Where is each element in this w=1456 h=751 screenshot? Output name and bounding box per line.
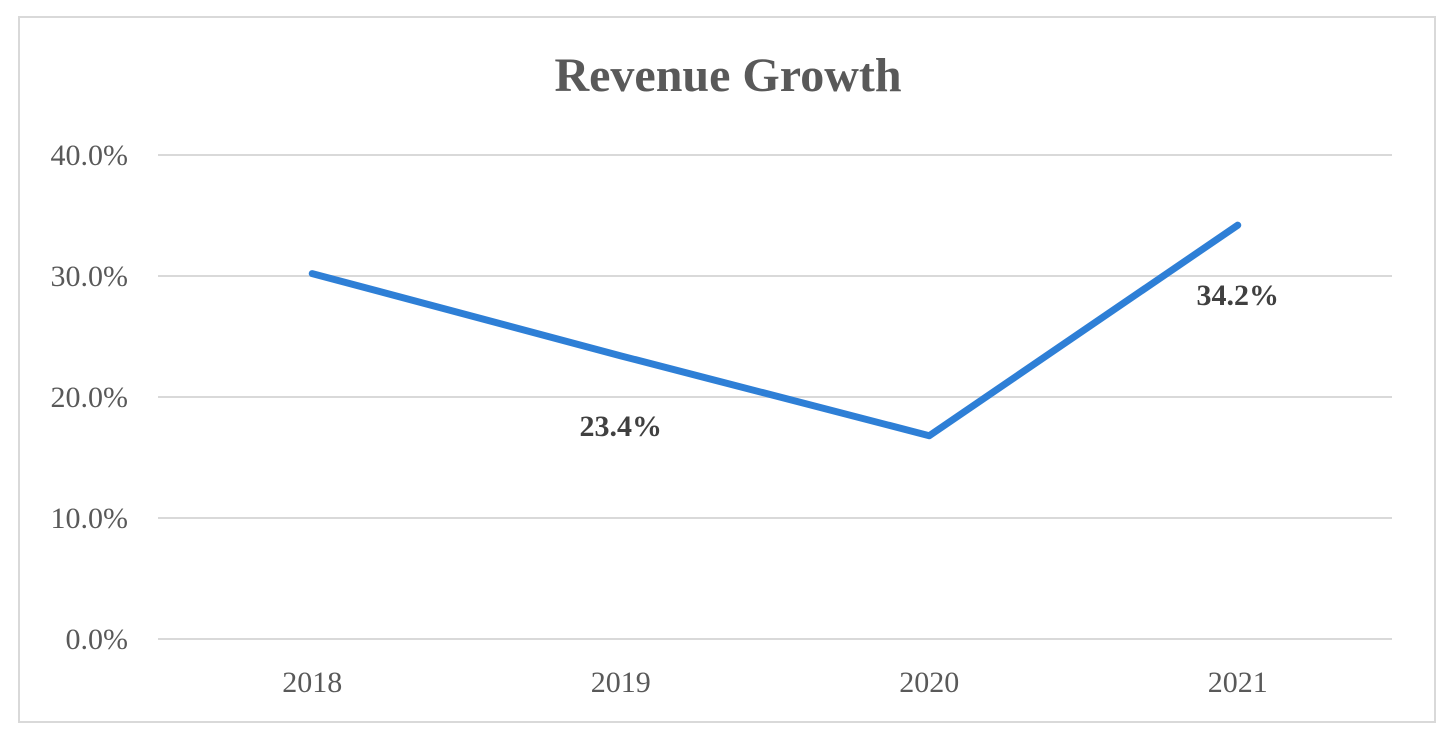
y-tick-label: 30.0% (51, 260, 129, 293)
chart-frame (18, 16, 1436, 723)
data-labels: 23.4% 34.2% (580, 279, 1280, 443)
data-label: 23.4% (580, 410, 663, 443)
y-axis-tick-labels: 0.0% 10.0% 20.0% 30.0% 40.0% (51, 139, 129, 656)
y-tick-label: 20.0% (51, 381, 129, 414)
x-tick-label: 2018 (282, 666, 342, 699)
y-tick-label: 40.0% (51, 139, 129, 172)
chart-title: Revenue Growth (554, 49, 901, 102)
x-axis-tick-labels: 2018 2019 2020 2021 (282, 666, 1268, 699)
gridlines (158, 154, 1392, 640)
y-tick-label: 10.0% (51, 502, 129, 535)
y-tick-label: 0.0% (66, 623, 129, 656)
x-tick-label: 2020 (899, 666, 959, 699)
data-label: 34.2% (1197, 279, 1280, 312)
series-layer (308, 221, 1242, 440)
x-tick-label: 2021 (1208, 666, 1268, 699)
series-line (308, 221, 1242, 440)
x-tick-label: 2019 (591, 666, 651, 699)
